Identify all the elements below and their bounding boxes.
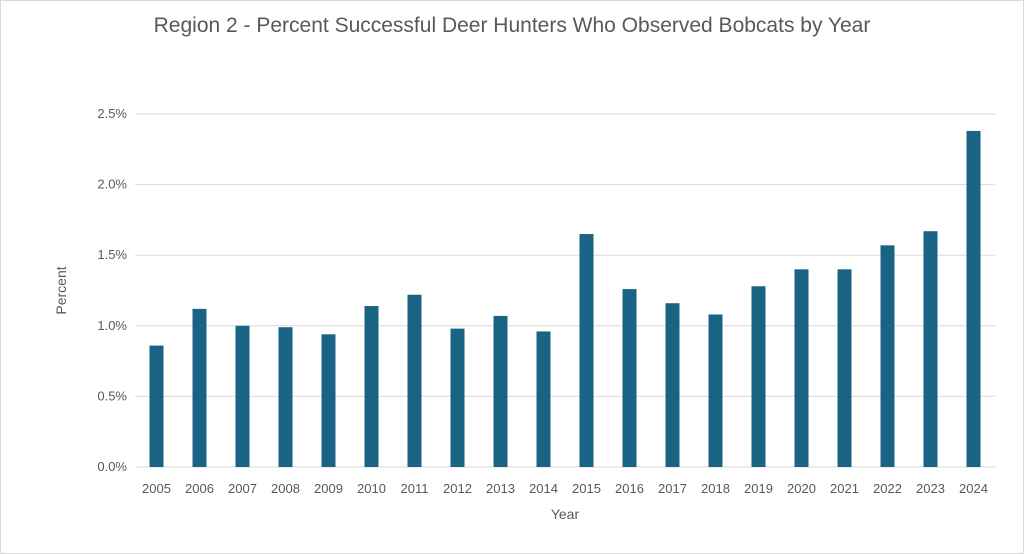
bar-2012 xyxy=(450,328,465,467)
x-tick-label: 2010 xyxy=(357,481,386,496)
bar-2018 xyxy=(708,314,723,467)
x-tick-label: 2014 xyxy=(529,481,558,496)
x-tick-label: 2007 xyxy=(228,481,257,496)
y-tick-labels: 0.0% 0.5% 1.0% 1.5% 2.0% 2.5% xyxy=(97,106,127,474)
x-tick-label: 2006 xyxy=(185,481,214,496)
x-tick-label: 2023 xyxy=(916,481,945,496)
bar-2010 xyxy=(364,306,379,467)
y-axis-title: Percent xyxy=(53,266,69,314)
x-tick-label: 2019 xyxy=(744,481,773,496)
x-axis-title: Year xyxy=(551,506,580,522)
bar-2006 xyxy=(192,308,207,467)
y-tick-label: 1.5% xyxy=(97,247,127,262)
chart-title: Region 2 - Percent Successful Deer Hunte… xyxy=(153,14,871,37)
y-tick-label: 2.5% xyxy=(97,106,127,121)
x-tick-label: 2022 xyxy=(873,481,902,496)
bar-2020 xyxy=(794,269,809,467)
x-tick-label: 2021 xyxy=(830,481,859,496)
y-tick-label: 0.5% xyxy=(97,388,127,403)
x-tick-label: 2005 xyxy=(142,481,171,496)
x-tick-label: 2018 xyxy=(701,481,730,496)
bar-2008 xyxy=(278,327,293,467)
x-tick-label: 2024 xyxy=(959,481,988,496)
y-tick-label: 1.0% xyxy=(97,318,127,333)
x-tick-labels: 2005 2006 2007 2008 2009 2010 2011 2012 2013 2014… xyxy=(142,481,988,496)
y-tick-label: 0.0% xyxy=(97,459,127,474)
x-tick-label: 2008 xyxy=(271,481,300,496)
x-tick-label: 2012 xyxy=(443,481,472,496)
bar-2021 xyxy=(837,269,852,467)
bar-2019 xyxy=(751,286,766,467)
bar-2022 xyxy=(880,245,895,467)
bar-2011 xyxy=(407,294,422,467)
bar-2023 xyxy=(923,231,938,467)
bar-2017 xyxy=(665,303,680,467)
bar-2024 xyxy=(966,130,981,467)
x-tick-label: 2020 xyxy=(787,481,816,496)
bar-2014 xyxy=(536,331,551,467)
x-tick-label: 2017 xyxy=(658,481,687,496)
x-tick-label: 2016 xyxy=(615,481,644,496)
x-tick-label: 2013 xyxy=(486,481,515,496)
gridlines xyxy=(135,113,995,468)
bar-2013 xyxy=(493,315,508,467)
bar-2016 xyxy=(622,289,637,467)
bar-2005 xyxy=(149,345,164,467)
bar-2015 xyxy=(579,234,594,467)
y-tick-label: 2.0% xyxy=(97,177,127,192)
x-tick-label: 2011 xyxy=(401,481,429,496)
x-tick-label: 2009 xyxy=(314,481,343,496)
bar-2007 xyxy=(235,325,250,467)
bar-2009 xyxy=(321,334,336,467)
x-tick-label: 2015 xyxy=(572,481,601,496)
bars xyxy=(149,130,981,467)
